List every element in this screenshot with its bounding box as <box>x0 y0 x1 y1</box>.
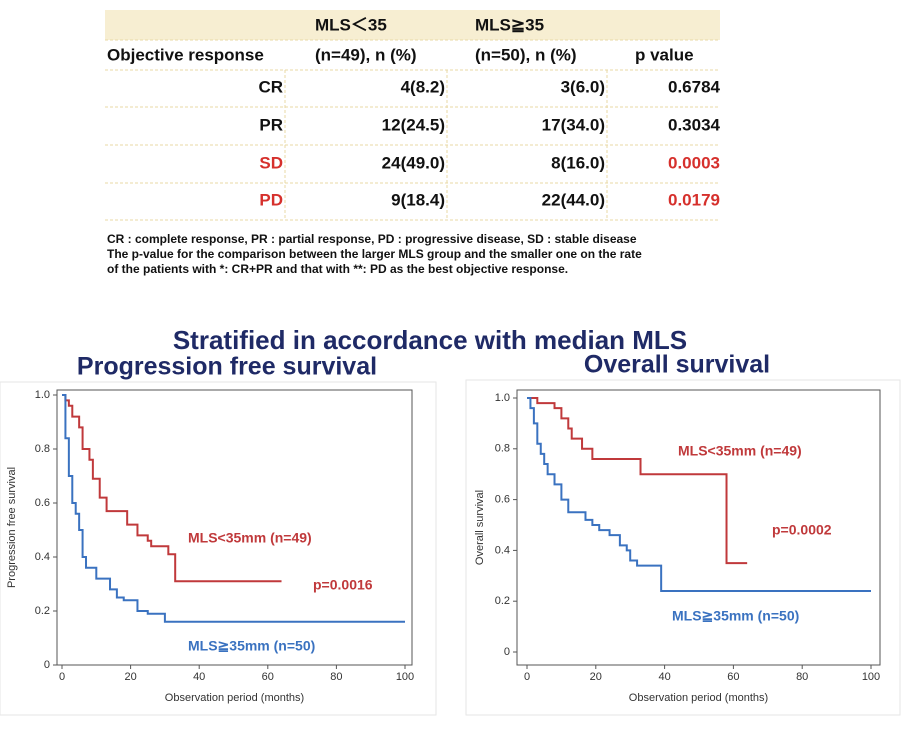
column-header: (n=50), n (%) <box>475 45 577 64</box>
legend-label: MLS<35mm (n=49) <box>188 530 312 546</box>
y-tick-label: 1.0 <box>495 392 510 404</box>
table-cell: 8(16.0) <box>551 153 605 172</box>
y-tick-label: 0 <box>504 646 510 658</box>
x-axis-label: Observation period (months) <box>165 692 304 704</box>
footnote: The p-value for the comparison between t… <box>107 247 642 261</box>
p-value: p=0.0016 <box>313 577 373 593</box>
y-axis-label: Overall survival <box>474 490 486 565</box>
footnote: CR : complete response, PR : partial res… <box>107 232 637 246</box>
table-cell: 4(8.2) <box>401 77 445 96</box>
table-cell: 3(6.0) <box>561 77 605 96</box>
header-band <box>105 10 285 40</box>
table-cell: 0.0003 <box>668 153 720 172</box>
x-tick-label: 60 <box>727 671 739 683</box>
x-tick-label: 60 <box>262 671 274 683</box>
table-cell: 9(18.4) <box>391 190 445 209</box>
x-axis-label: Observation period (months) <box>629 692 768 704</box>
header-band <box>285 10 720 40</box>
survival-curve <box>527 397 748 565</box>
y-tick-label: 1.0 <box>35 389 50 401</box>
p-value: p=0.0002 <box>772 522 832 538</box>
table-cell: 12(24.5) <box>382 115 445 134</box>
panel <box>0 381 437 716</box>
x-tick-label: 100 <box>396 671 414 683</box>
survival-curve <box>62 394 282 583</box>
x-tick-label: 80 <box>796 671 808 683</box>
y-tick-label: 0.8 <box>495 443 510 455</box>
table-cell: 24(49.0) <box>382 153 445 172</box>
footnote: of the patients with *: CR+PR and that w… <box>107 262 568 276</box>
y-tick-label: 0.6 <box>35 497 50 509</box>
table-cell: 0.0179 <box>668 190 720 209</box>
column-header: (n=49), n (%) <box>315 45 417 64</box>
x-tick-label: 80 <box>330 671 342 683</box>
table-cell: PR <box>259 115 283 134</box>
plot-frame <box>516 389 881 666</box>
group-header: MLS≧35 <box>475 15 544 34</box>
table-cell: 17(34.0) <box>542 115 605 134</box>
y-axis-label: Progression free survival <box>6 467 18 588</box>
column-header: p value <box>635 45 694 64</box>
y-tick-label: 0.4 <box>35 551 50 563</box>
plot-frame <box>56 389 413 666</box>
y-tick-label: 0.4 <box>495 544 510 556</box>
survival-curve <box>527 397 871 593</box>
x-tick-label: 20 <box>590 671 602 683</box>
legend-label: MLS<35mm (n=49) <box>678 443 802 459</box>
table-cell: 0.6784 <box>668 77 721 96</box>
chart-title: Overall survival <box>584 351 770 379</box>
table-cell: 22(44.0) <box>542 190 605 209</box>
y-tick-label: 0.2 <box>495 595 510 607</box>
x-tick-label: 40 <box>658 671 670 683</box>
table-cell: SD <box>259 153 283 172</box>
y-tick-label: 0.2 <box>35 605 50 617</box>
x-tick-label: 0 <box>524 671 530 683</box>
panel <box>465 379 901 716</box>
y-tick-label: 0 <box>44 659 50 671</box>
table-cell: PD <box>259 190 283 209</box>
group-header: MLS＜35 <box>315 15 387 34</box>
legend-label: MLS≧35mm (n=50) <box>188 638 315 654</box>
survival-curve <box>62 394 405 623</box>
y-tick-label: 0.8 <box>35 443 50 455</box>
x-tick-label: 0 <box>59 671 65 683</box>
x-tick-label: 20 <box>124 671 136 683</box>
x-tick-label: 100 <box>862 671 880 683</box>
chart-title: Progression free survival <box>77 353 377 381</box>
column-header: Objective response <box>107 45 264 64</box>
y-tick-label: 0.6 <box>495 494 510 506</box>
table-cell: CR <box>258 77 283 96</box>
legend-label: MLS≧35mm (n=50) <box>672 608 799 624</box>
heading: Stratified in accordance with median MLS <box>173 325 687 355</box>
x-tick-label: 40 <box>193 671 205 683</box>
table-cell: 0.3034 <box>668 115 721 134</box>
